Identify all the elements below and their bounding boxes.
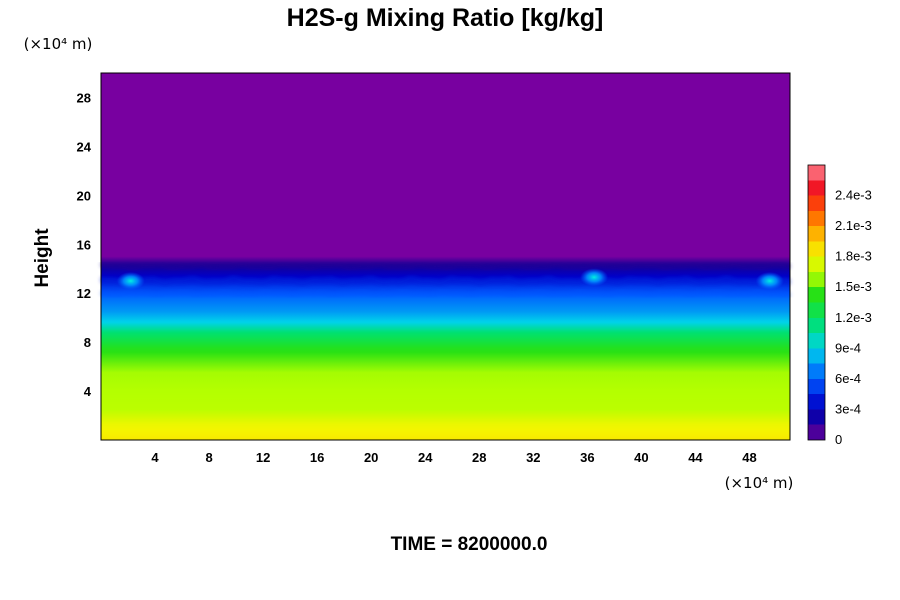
heatmap-features: [116, 268, 784, 290]
y-unit-label: (×10⁴ m): [24, 35, 93, 53]
colorbar-ticks: 0 3e-4 6e-4 9e-4 1.2e-3 1.5e-3 1.8e-3 2.1e-3 2.4…: [835, 188, 872, 447]
x-tick-label: 32: [526, 450, 540, 465]
heatmap-field: [101, 73, 790, 440]
x-tick-label: 8: [205, 450, 212, 465]
y-tick-label: 4: [84, 384, 92, 399]
x-tick-label: 48: [742, 450, 756, 465]
chart-title: H2S-g Mixing Ratio [kg/kg]: [287, 4, 604, 32]
x-tick-label: 20: [364, 450, 378, 465]
x-tick-label: 12: [256, 450, 270, 465]
y-axis-ticks: 4 8 12 16 20 24 28: [77, 90, 92, 399]
x-tick-label: 40: [634, 450, 648, 465]
heatmap-feature: [580, 268, 609, 287]
heatmap-feature: [755, 271, 784, 290]
plot-area: [100, 72, 791, 441]
colorbar-tick-label: 2.4e-3: [835, 188, 872, 203]
x-tick-label: 16: [310, 450, 324, 465]
y-tick-label: 28: [77, 90, 91, 105]
y-tick-label: 16: [77, 237, 91, 252]
colorbar-tick-label: 3e-4: [835, 401, 861, 416]
colorbar-tick-label: 0: [835, 432, 842, 447]
x-axis-ticks: 4 8 12 16 20 24 28 32 36 40 44 48: [151, 450, 756, 465]
mixing-layer-waves: [100, 262, 791, 297]
wave-line: [100, 289, 791, 297]
x-tick-label: 44: [688, 450, 703, 465]
y-tick-label: 20: [77, 188, 91, 203]
heatmap-feature: [116, 271, 145, 290]
x-unit-label: (×10⁴ m): [725, 474, 794, 492]
colorbar-tick-label: 9e-4: [835, 340, 861, 355]
colorbar: 0 3e-4 6e-4 9e-4 1.2e-3 1.5e-3 1.8e-3 2.1e-3 2.4…: [807, 164, 872, 447]
x-tick-label: 4: [151, 450, 159, 465]
y-axis-label: Height: [32, 228, 53, 288]
colorbar-scale: [807, 164, 826, 441]
time-label: TIME = 8200000.0: [391, 534, 548, 555]
wave-line: [100, 262, 791, 270]
x-tick-label: 36: [580, 450, 594, 465]
colorbar-tick-label: 1.8e-3: [835, 249, 872, 264]
colorbar-tick-label: 1.2e-3: [835, 310, 872, 325]
x-tick-label: 24: [418, 450, 433, 465]
colorbar-tick-label: 2.1e-3: [835, 218, 872, 233]
y-tick-label: 24: [77, 139, 92, 154]
colorbar-tick-label: 1.5e-3: [835, 279, 872, 294]
y-tick-label: 12: [77, 286, 91, 301]
wave-line: [100, 275, 791, 287]
x-tick-label: 28: [472, 450, 486, 465]
colorbar-tick-label: 6e-4: [835, 371, 861, 386]
plot-frame: [100, 72, 791, 441]
y-tick-label: 8: [84, 335, 91, 350]
